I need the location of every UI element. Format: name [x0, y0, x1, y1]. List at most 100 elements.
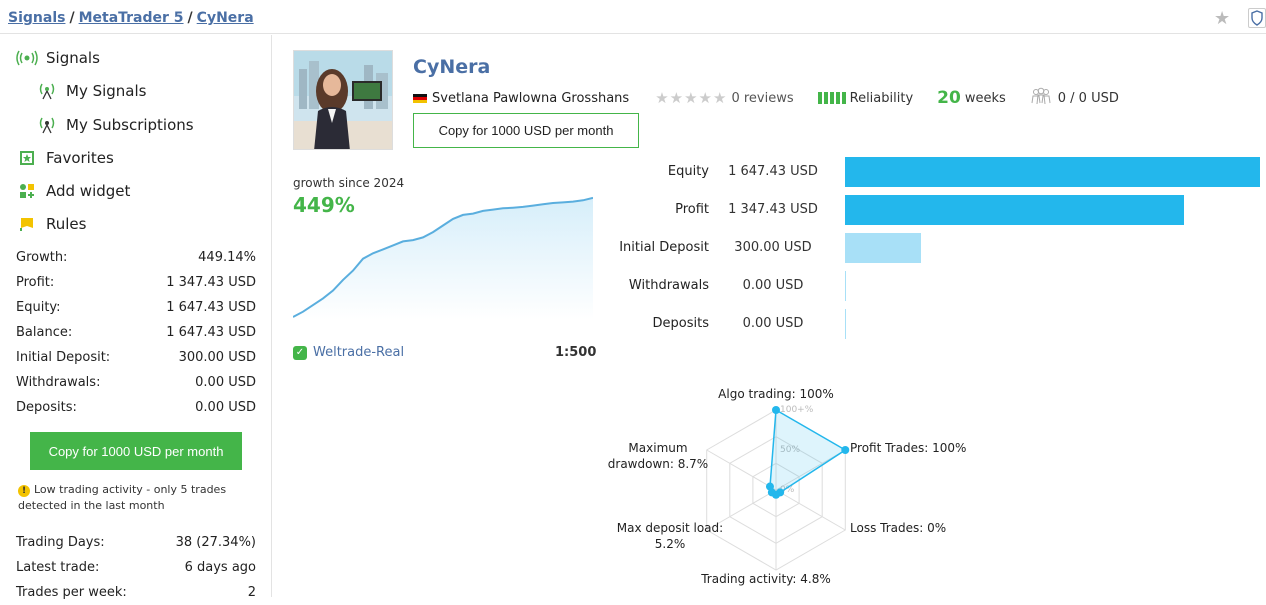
stat-value: 38 (27.34%): [175, 535, 256, 550]
account-stats: Growth: 449.14% Profit: 1 347.43 USD Equit…: [16, 245, 256, 420]
stat-value: 0.00 USD: [195, 400, 256, 415]
radar-tick: 0%: [780, 485, 795, 495]
weeks-unit: weeks: [964, 90, 1006, 106]
bar-row: Initial Deposit 300.00 USD: [600, 233, 1266, 263]
radar-label: Loss Trades: 0%: [850, 521, 946, 535]
stat-label: Trading Days:: [16, 535, 105, 550]
reliability-bars-icon: [817, 92, 848, 104]
stat-growth: Growth: 449.14%: [16, 245, 256, 270]
stat-equity: Equity: 1 647.43 USD: [16, 295, 256, 320]
radar-point: [765, 482, 774, 491]
bar-value: 0.00 USD: [742, 316, 804, 331]
stat-label: Deposits:: [16, 400, 77, 415]
stat-label: Withdrawals:: [16, 375, 101, 390]
breadcrumb: Signals / MetaTrader 5/CyNera: [8, 10, 254, 26]
sidebar-item-label: My Subscriptions: [66, 116, 194, 134]
bar-value: 1 647.43 USD: [728, 164, 818, 179]
stat-value: 300.00 USD: [178, 350, 256, 365]
subscribers-value: 0 / 0 USD: [1057, 90, 1119, 106]
weeks-value: 20: [937, 88, 961, 108]
stat-deposits: Deposits: 0.00 USD: [16, 395, 256, 420]
radar-axis: [775, 489, 846, 531]
rules-icon: [16, 215, 38, 233]
author-name[interactable]: Svetlana Pawlowna Grosshans: [432, 90, 630, 106]
breadcrumb-cynera[interactable]: CyNera: [196, 10, 254, 26]
bar-fill: [845, 271, 846, 301]
verified-check-icon: ✓: [293, 345, 307, 360]
stat-value: 1 647.43 USD: [166, 300, 256, 315]
radar-axis: [706, 449, 777, 491]
breadcrumb-metatrader5[interactable]: MetaTrader 5: [78, 10, 184, 26]
radar-label: Algo trading: 100%: [718, 387, 834, 401]
growth-chart: [293, 196, 593, 320]
radar-tick: 100+%: [780, 405, 814, 415]
sidebar-item-label: Rules: [46, 215, 87, 233]
warning-text: Low trading activity - only 5 trades det…: [18, 483, 227, 512]
stat-label: Latest trade:: [16, 560, 100, 575]
german-flag-icon: [413, 93, 427, 103]
radar-label: Max deposit load: 5.2%: [617, 521, 723, 551]
bar-fill: [845, 157, 1260, 187]
my-signals-icon: [36, 82, 58, 100]
reliability-label: Reliability: [849, 90, 914, 106]
rating-stars-icon: ★★★★★: [655, 89, 728, 107]
radar-series: [769, 408, 847, 496]
breadcrumb-separator: /: [69, 10, 75, 26]
bar-row: Deposits 0.00 USD: [600, 309, 1266, 339]
reviews-count[interactable]: 0 reviews: [731, 90, 794, 106]
sidebar-item-label: My Signals: [66, 82, 147, 100]
bar-label: Withdrawals: [628, 278, 709, 293]
stat-label: Equity:: [16, 300, 61, 315]
sidebar-item-label: Signals: [46, 49, 100, 67]
sidebar-item-label: Favorites: [46, 149, 114, 167]
stat-value: 449.14%: [198, 250, 256, 265]
growth-value: 449%: [293, 193, 355, 217]
warning-icon: !: [18, 485, 30, 497]
bar-fill: [845, 195, 1185, 225]
sidebar-item-my-subscriptions[interactable]: My Subscriptions: [36, 116, 194, 134]
signal-meta: Svetlana Pawlowna Grosshans ★★★★★ 0 revi…: [413, 87, 1119, 109]
bar-row: Profit 1 347.43 USD: [600, 195, 1266, 225]
bar-fill: [845, 233, 921, 263]
stat-label: Profit:: [16, 275, 55, 290]
bar-fill: [845, 309, 846, 339]
stat-value: 0.00 USD: [195, 375, 256, 390]
radar-point: [772, 406, 780, 414]
stat-value: 1 347.43 USD: [166, 275, 256, 290]
star-icon[interactable]: ★: [1214, 8, 1231, 29]
shield-icon[interactable]: [1248, 8, 1266, 28]
radar-label: Trading activity: 4.8%: [700, 572, 831, 586]
stat-profit: Profit: 1 347.43 USD: [16, 270, 256, 295]
sidebar-item-add-widget[interactable]: Add widget: [16, 182, 130, 200]
stat-label: Initial Deposit:: [16, 350, 111, 365]
subscribers-icon: [1030, 87, 1052, 109]
bar-row: Equity 1 647.43 USD: [600, 157, 1266, 187]
sidebar-item-signals[interactable]: Signals: [16, 49, 100, 67]
radar-label: Maximum drawdown: 8.7%: [608, 441, 708, 471]
widget-icon: [16, 182, 38, 200]
bar-value: 0.00 USD: [742, 278, 804, 293]
low-activity-warning: ! Low trading activity - only 5 trades de…: [18, 482, 268, 514]
sidebar-item-favorites[interactable]: Favorites: [16, 149, 114, 167]
copy-signal-button[interactable]: Copy for 1000 USD per month: [413, 113, 639, 148]
sidebar-item-my-signals[interactable]: My Signals: [36, 82, 146, 100]
sidebar-item-rules[interactable]: Rules: [16, 215, 86, 233]
radar-label: Profit Trades: 100%: [850, 441, 966, 455]
stat-withdrawals: Withdrawals: 0.00 USD: [16, 370, 256, 395]
top-bar: Signals / MetaTrader 5/CyNera ★: [0, 0, 1266, 34]
growth-label: growth since 2024: [293, 176, 405, 190]
stat-balance: Balance: 1 647.43 USD: [16, 320, 256, 345]
bar-value: 300.00 USD: [734, 240, 812, 255]
stat-trading-days: Trading Days: 38 (27.34%): [16, 530, 256, 555]
bar-row: Withdrawals 0.00 USD: [600, 271, 1266, 301]
bar-label: Equity: [667, 164, 709, 179]
stat-value: 1 647.43 USD: [166, 325, 256, 340]
favorites-icon: [16, 149, 38, 167]
stat-label: Growth:: [16, 250, 68, 265]
breadcrumb-signals[interactable]: Signals: [8, 10, 66, 26]
sidebar: Signals My Signals My Subscriptions Favo…: [0, 35, 272, 600]
broker[interactable]: ✓ Weltrade-Real: [293, 345, 404, 360]
sidebar-copy-button[interactable]: Copy for 1000 USD per month: [30, 432, 242, 470]
stat-initial-deposit: Initial Deposit: 300.00 USD: [16, 345, 256, 370]
signal-name[interactable]: CyNera: [413, 56, 491, 78]
